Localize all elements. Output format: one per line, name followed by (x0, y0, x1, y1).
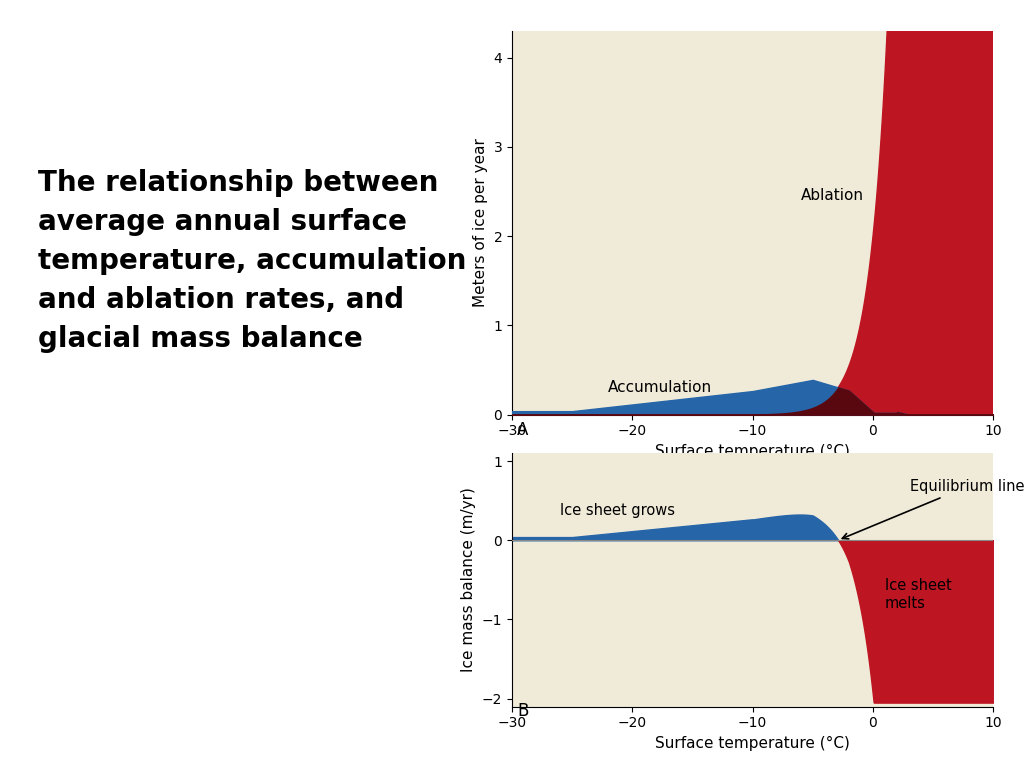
Text: Equilibrium line: Equilibrium line (843, 479, 1024, 539)
X-axis label: Surface temperature (°C): Surface temperature (°C) (655, 444, 850, 459)
Y-axis label: Ice mass balance (m/yr): Ice mass balance (m/yr) (461, 488, 476, 672)
Text: Ablation: Ablation (801, 188, 864, 204)
Text: Ice sheet
melts: Ice sheet melts (885, 578, 951, 611)
Y-axis label: Meters of ice per year: Meters of ice per year (473, 138, 487, 307)
Text: Ice sheet grows: Ice sheet grows (560, 503, 675, 518)
Text: A: A (517, 421, 528, 439)
Text: B: B (517, 702, 528, 720)
Text: Accumulation: Accumulation (608, 380, 713, 396)
X-axis label: Surface temperature (°C): Surface temperature (°C) (655, 736, 850, 751)
Text: The relationship between
average annual surface
temperature, accumulation
and ab: The relationship between average annual … (38, 169, 466, 353)
